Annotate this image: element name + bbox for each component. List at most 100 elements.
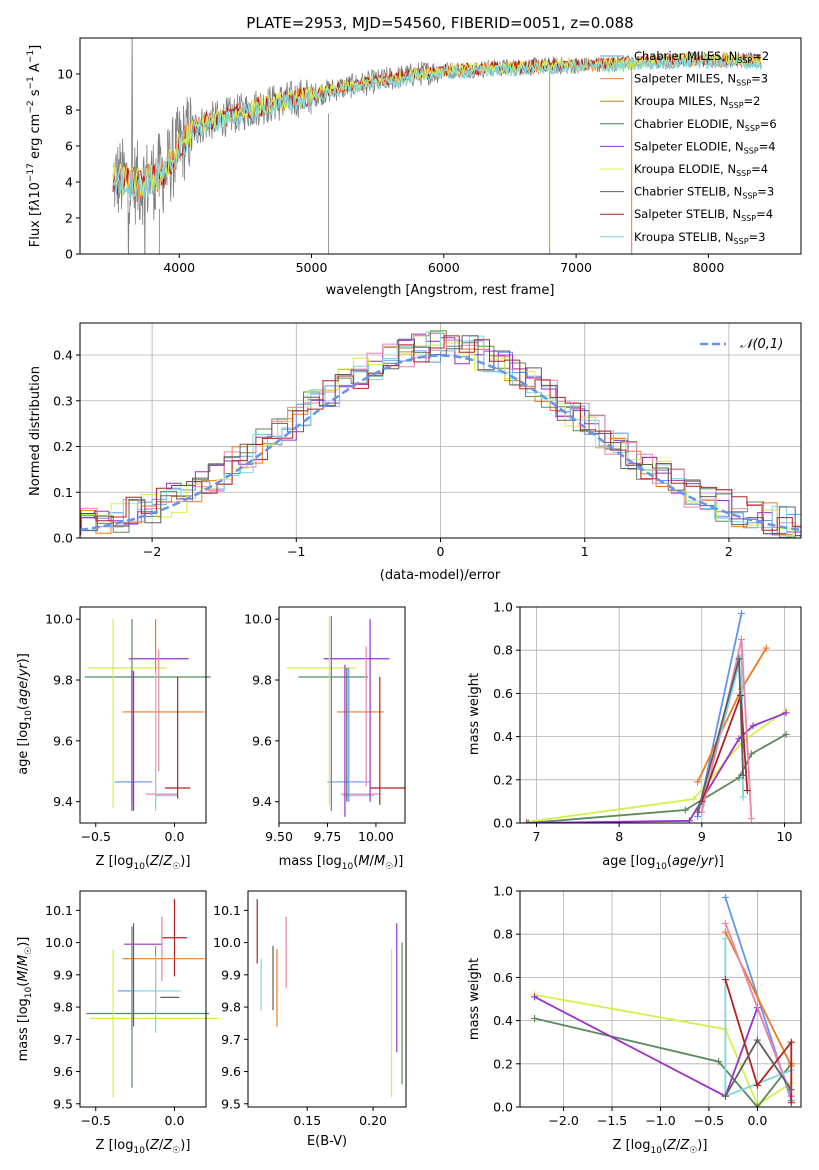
y-tick-label: 1.0: [493, 884, 513, 899]
mZ-xlabel: Z [log10(Z/Z☉)]: [96, 1138, 191, 1156]
x-tick-label: 0.0: [747, 1113, 767, 1128]
weight-marker: [787, 1038, 795, 1046]
y-tick-label: 1.0: [493, 600, 513, 615]
weight-marker: [782, 709, 790, 717]
axes-frame: [79, 606, 207, 824]
weight-marker: [685, 817, 693, 823]
weight-lines: [523, 609, 790, 823]
x-tick-label: 8000: [692, 260, 724, 275]
x-tick-label: 4000: [163, 260, 195, 275]
y-tick-label: 10: [57, 67, 73, 82]
x-tick-label: 0.20: [359, 1113, 387, 1128]
legend-count: =2: [744, 94, 761, 108]
legend-count: =4: [759, 139, 776, 153]
x-tick-label: −0.5: [81, 1113, 111, 1128]
y-tick-label: 0.2: [53, 439, 73, 454]
x-tick-label: 0.0: [165, 1113, 185, 1128]
legend-label: Kroupa MILES, NSSP=2: [634, 94, 760, 110]
y-tick-label: 0.1: [53, 485, 73, 500]
legend-subscript: SSP: [736, 79, 751, 88]
legend-subscript: SSP: [729, 101, 744, 110]
legend-label: Salpeter MILES, NSSP=3: [634, 72, 768, 88]
weight-lines: [531, 893, 795, 1107]
y-tick-label: 9.7: [53, 1032, 73, 1047]
x-tick-label: −0.5: [81, 829, 111, 844]
y-tick-label: 8: [65, 103, 73, 118]
weight-marker: [753, 1081, 761, 1089]
y-tick-label: 6: [65, 139, 73, 154]
spectrum-ylabel: Flux [fλ10−17 erg cm−2 s−1 A−1]: [26, 45, 43, 247]
weight-marker: [782, 730, 790, 738]
y-tick-label: 9.6: [53, 733, 73, 748]
y-tick-label: 9.9: [221, 967, 241, 982]
legend-label: Chabrier MILES, NSSP=2: [634, 49, 769, 65]
axes-frame: [79, 890, 207, 1108]
x-tick-label: 0.15: [293, 1113, 321, 1128]
model-spectrum: [112, 55, 762, 201]
weight-marker: [721, 935, 729, 943]
x-tick-label: 2: [725, 544, 733, 559]
y-tick-label: 10.0: [244, 612, 272, 627]
wZ-xlabel: Z [log10(Z/Z☉)]: [613, 1138, 708, 1156]
residual-histogram: [80, 331, 801, 538]
x-tick-label: −1: [287, 544, 305, 559]
residual-histogram: [80, 335, 801, 536]
y-tick-label: 0.0: [493, 1100, 513, 1115]
residual-histogram: [80, 340, 801, 536]
legend-subscript: SSP: [742, 192, 757, 201]
weight-line: [700, 639, 753, 819]
legend-count: =3: [751, 72, 768, 86]
age-vs-mass-panel: 9.50 9.75 10.00 9.4 9.6 9.8 10.0: [244, 606, 406, 844]
y-tick-label: 0.8: [493, 927, 513, 942]
y-tick-label: 9.5: [221, 1096, 241, 1111]
weight-line: [534, 1017, 793, 1107]
histogram-ylabel: Normed distribution: [28, 366, 43, 496]
residual-histogram-panel: −2 −1 0 1 2 0.0 0.1 0.2 0.3 0.4 (data-model)/erro…: [28, 322, 802, 583]
residual-histogram: [80, 335, 801, 536]
figure-title: PLATE=2953, MJD=54560, FIBERID=0051, z=0…: [246, 14, 633, 32]
y-tick-label: 2: [65, 211, 73, 226]
mZ-ylabel: mass [log10(M/M☉)]: [16, 937, 34, 1062]
weight-line: [696, 647, 768, 783]
wZ-ylabel: mass weight: [467, 958, 482, 1040]
legend-label: Chabrier ELODIE, NSSP=6: [634, 117, 777, 133]
axes-frame: [278, 606, 406, 824]
weight-marker: [762, 644, 770, 652]
normal-legend-label: 𝒩(0,1): [740, 337, 783, 352]
mass-vs-EBV-panel: 0.15 0.20 9.5 9.6 9.7 9.8 9.9 10.0 10.1: [213, 890, 407, 1128]
y-tick-label: 10.0: [213, 935, 241, 950]
legend-subscript: SSP: [737, 56, 752, 65]
weight-marker: [739, 793, 747, 801]
weight-marker: [747, 750, 755, 758]
y-tick-label: 9.8: [53, 1000, 73, 1015]
x-tick-label: 0: [437, 544, 445, 559]
mass-vs-Z-panel: −0.5 0.0 9.5 9.6 9.7 9.8 9.9 10.0 10.1: [45, 890, 219, 1128]
histogram-xlabel: (data-model)/error: [380, 568, 501, 583]
weight-marker: [749, 722, 757, 730]
x-tick-label: 10.00: [358, 829, 394, 844]
x-tick-label: 9.50: [265, 829, 293, 844]
weight-marker: [721, 976, 729, 984]
y-tick-label: 10.0: [45, 612, 73, 627]
y-tick-label: 9.8: [252, 673, 272, 688]
weight-marker: [721, 919, 729, 927]
x-tick-label: −1.0: [645, 1113, 675, 1128]
weight-marker: [523, 819, 531, 823]
spectrum-lines: [112, 38, 762, 254]
normal-curve: [80, 354, 801, 532]
y-tick-label: 0.4: [493, 1013, 513, 1028]
weight-marker: [753, 1036, 761, 1044]
legend-subscript: SSP: [736, 169, 751, 178]
y-tick-label: 0: [65, 247, 73, 262]
legend-label: Salpeter ELODIE, NSSP=4: [634, 139, 776, 155]
y-tick-label: 0.2: [493, 772, 513, 787]
legend-count: =3: [757, 185, 774, 199]
y-tick-label: 4: [65, 175, 73, 190]
y-tick-label: 9.4: [53, 794, 73, 809]
legend-subscript: SSP: [745, 124, 760, 133]
legend-subscript: SSP: [734, 237, 749, 246]
weight-marker: [743, 787, 751, 795]
residual-histogram: [80, 330, 801, 538]
weight-marker: [735, 655, 743, 663]
